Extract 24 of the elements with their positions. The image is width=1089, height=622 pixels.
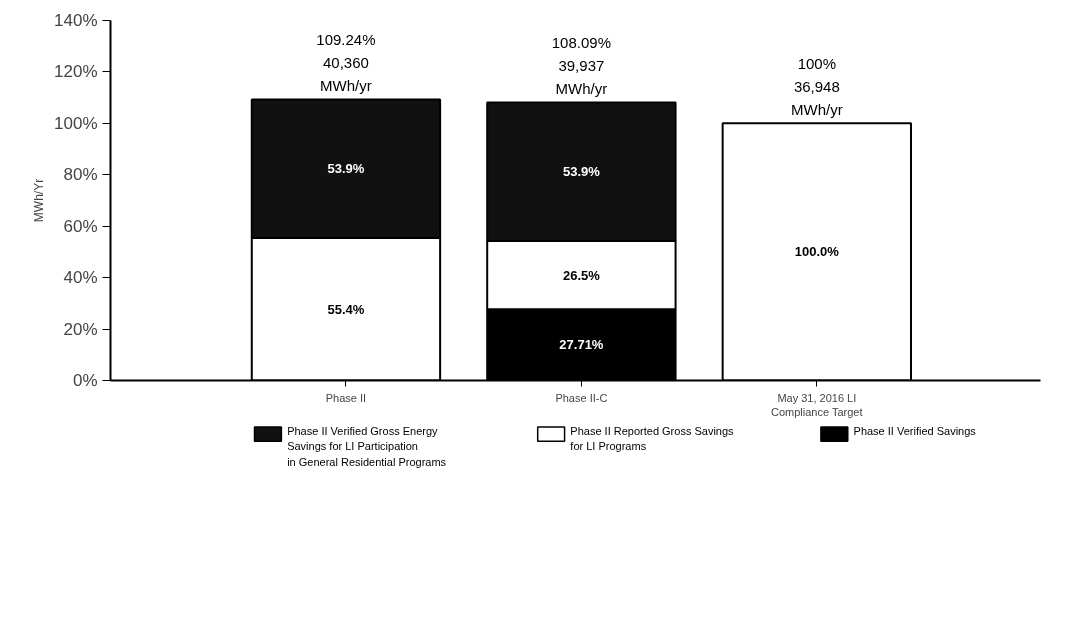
y-axis-title: MWh/Yr: [32, 178, 47, 223]
total-label: 109.24% 40,360 MWh/yr: [316, 31, 376, 95]
y-tick-label: 20%: [63, 319, 98, 339]
x-tick-label: May 31, 2016 LI Compliance Target: [770, 391, 863, 418]
total-label: 100% 36,948 MWh/yr: [791, 55, 843, 119]
y-tick-label: 80%: [63, 165, 98, 185]
data-label: 53.9%: [327, 161, 365, 177]
y-tick-label: 40%: [63, 268, 98, 288]
legend-label: Phase II Reported Gross Savings for LI Programs: [570, 424, 735, 453]
y-tick-label: 140%: [54, 11, 98, 30]
legend-label: Phase II Verified Savings: [853, 424, 977, 437]
x-tick-label: Phase II: [325, 391, 367, 404]
y-tick-label: 0%: [72, 371, 98, 390]
data-label: 55.4%: [327, 301, 365, 317]
y-tick-label: 120%: [54, 62, 98, 82]
data-label: 53.9%: [562, 164, 601, 180]
legend-label: Phase II Verified Gross Energy Savings for LI Participation in General Residential Programs: [287, 424, 447, 468]
y-tick-label: 100%: [54, 113, 98, 133]
y-tick-label: 60%: [63, 216, 98, 236]
data-label: 26.5%: [562, 267, 601, 283]
x-tick-label: Phase II-C: [555, 391, 608, 404]
data-label: 27.71%: [559, 337, 604, 353]
total-label: 108.09% 39,937 MWh/yr: [551, 34, 611, 98]
data-label: 100.0%: [794, 244, 840, 260]
